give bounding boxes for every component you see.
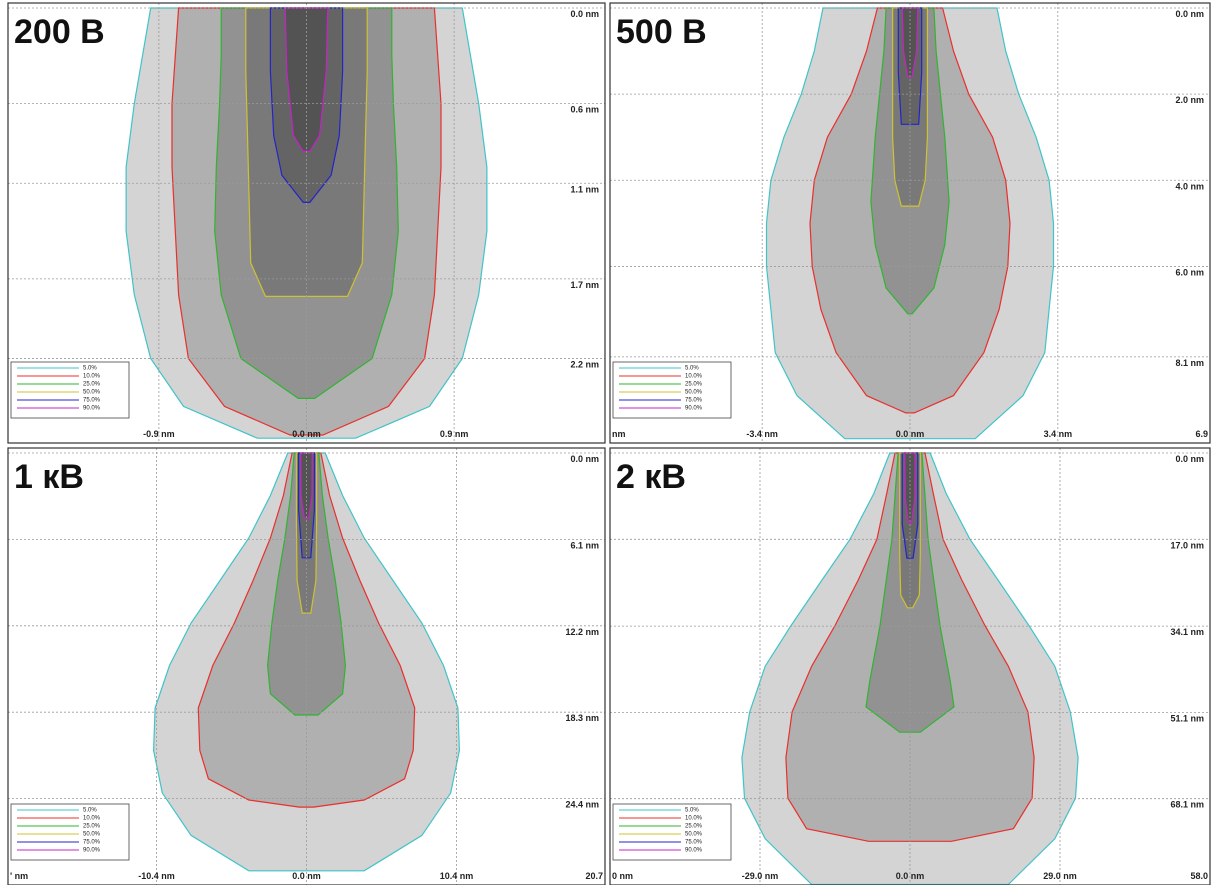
x-tick-label: -29.0 nm	[742, 871, 779, 881]
x-tick-label: 0.0 nm	[292, 429, 321, 439]
panel-border	[609, 2, 1211, 444]
y-tick-label: 12.2 nm	[565, 627, 599, 637]
y-tick-label: 1.1 nm	[570, 184, 599, 194]
legend-label: 10.0%	[83, 816, 101, 822]
x-tick-label: nm	[612, 429, 626, 439]
contour	[197, 452, 416, 808]
y-tick-label: 0.6 nm	[570, 105, 599, 115]
legend-label: 90.0%	[685, 848, 703, 854]
legend-label: 90.0%	[685, 406, 703, 412]
contour	[809, 7, 1011, 414]
legend-label: 50.0%	[685, 390, 703, 396]
y-tick-label: 17.0 nm	[1170, 540, 1204, 550]
panel: 0 nm -29.0 nm 0.0 nm 29.0 nm 58.0 0.0 nm 17.0 …	[609, 447, 1211, 885]
contour	[785, 452, 1035, 842]
plot-area	[8, 3, 605, 443]
legend-label: 5.0%	[685, 808, 699, 814]
legend-label: 10.0%	[685, 374, 703, 380]
y-tick-label: 68.1 nm	[1170, 800, 1204, 810]
legend-box	[10, 803, 130, 861]
legend-label: 5.0%	[685, 366, 699, 372]
x-tick-label: 3.4 nm	[1044, 429, 1073, 439]
legend-box	[612, 803, 732, 861]
x-tick-label: 0 nm	[612, 871, 633, 881]
legend-label: 75.0%	[83, 398, 101, 404]
x-tick-label: -3.4 nm	[746, 429, 778, 439]
panel: -0.9 nm 0.0 nm 0.9 nm 0.0 nm 0.6 nm 1.1 nm 1.7…	[7, 2, 606, 444]
legend-label: 50.0%	[83, 832, 101, 838]
x-tick-label: 0.0 nm	[292, 871, 321, 881]
panel-border	[7, 2, 606, 444]
y-tick-label: 0.0 nm	[1175, 454, 1204, 464]
y-tick-label: 2.0 nm	[1175, 95, 1204, 105]
x-tick-label: 0.0 nm	[896, 429, 925, 439]
legend-label: 5.0%	[83, 808, 97, 814]
legend-label: 90.0%	[83, 406, 101, 412]
x-tick-label: 0.9 nm	[440, 429, 469, 439]
panel: ' nm -10.4 nm 0.0 nm 10.4 nm 20.7 0.0 nm 6.1 n…	[7, 447, 606, 885]
x-tick-label: 10.4 nm	[440, 871, 474, 881]
panel-title: 1 кВ	[14, 458, 84, 496]
legend-box	[612, 361, 732, 419]
x-tick-label: -0.9 nm	[143, 429, 175, 439]
contour	[269, 7, 344, 203]
x-tick-label: 0.0 nm	[896, 871, 925, 881]
y-tick-label: 8.1 nm	[1175, 358, 1204, 368]
panel-title: 200 В	[14, 13, 105, 51]
x-tick-label: 58.0	[1190, 871, 1208, 881]
y-tick-label: 6.0 nm	[1175, 267, 1204, 277]
legend-label: 90.0%	[83, 848, 101, 854]
x-tick-label: 6.9	[1195, 429, 1208, 439]
legend-label: 25.0%	[685, 824, 703, 830]
legend-box	[10, 361, 130, 419]
y-tick-label: 1.7 nm	[570, 280, 599, 290]
panel-title: 2 кВ	[616, 458, 686, 496]
legend-label: 25.0%	[685, 382, 703, 388]
legend-label: 5.0%	[83, 366, 97, 372]
panel-title: 500 В	[616, 13, 707, 51]
legend-label: 75.0%	[685, 840, 703, 846]
x-tick-label: 29.0 nm	[1043, 871, 1077, 881]
x-tick-label: ' nm	[10, 871, 28, 881]
panel-border	[609, 447, 1211, 885]
x-tick-label: -10.4 nm	[138, 871, 175, 881]
y-tick-label: 2.2 nm	[570, 360, 599, 370]
plot-area	[8, 448, 605, 885]
legend-label: 10.0%	[685, 816, 703, 822]
panel: nm -3.4 nm 0.0 nm 3.4 nm 6.9 0.0 nm 2.0 nm 4.0 …	[609, 2, 1211, 444]
y-tick-label: 4.0 nm	[1175, 181, 1204, 191]
x-tick-label: 20.7	[585, 871, 603, 881]
y-tick-label: 0.0 nm	[1175, 9, 1204, 19]
legend-label: 75.0%	[83, 840, 101, 846]
legend-label: 50.0%	[685, 832, 703, 838]
plot-area	[610, 448, 1210, 885]
plot-area	[610, 3, 1210, 443]
legend-label: 75.0%	[685, 398, 703, 404]
panel-border	[7, 447, 606, 885]
legend-label: 50.0%	[83, 390, 101, 396]
y-tick-label: 0.0 nm	[570, 9, 599, 19]
legend-label: 25.0%	[83, 824, 101, 830]
y-tick-label: 51.1 nm	[1170, 713, 1204, 723]
legend-label: 25.0%	[83, 382, 101, 388]
y-tick-label: 6.1 nm	[570, 540, 599, 550]
y-tick-label: 18.3 nm	[565, 713, 599, 723]
y-tick-label: 24.4 nm	[565, 800, 599, 810]
legend-label: 10.0%	[83, 374, 101, 380]
y-tick-label: 34.1 nm	[1170, 627, 1204, 637]
y-tick-label: 0.0 nm	[570, 454, 599, 464]
